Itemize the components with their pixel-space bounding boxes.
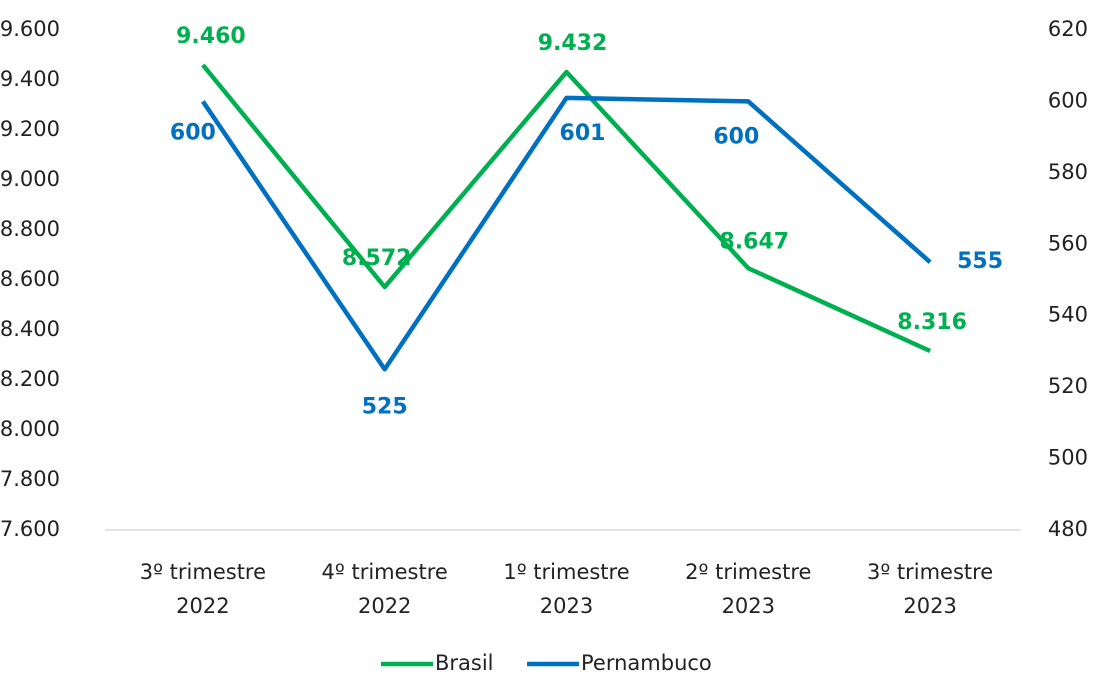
y2-tick-label: 620 <box>1048 17 1088 41</box>
y-tick-label: 9.000 <box>0 167 60 191</box>
line <box>201 63 932 354</box>
y2-tick-label: 600 <box>1048 88 1088 112</box>
data-label: 8.316 <box>897 310 967 335</box>
x-tick-label: 1º trimestre <box>503 560 629 584</box>
y2-tick-label: 540 <box>1048 303 1088 327</box>
x-tick-label: 3º trimestre <box>140 560 266 584</box>
y2-tick-label: 500 <box>1048 446 1088 470</box>
x-tick-label: 2023 <box>903 594 956 618</box>
data-label: 8.647 <box>720 229 790 254</box>
legend-label: Brasil <box>435 651 494 675</box>
y-tick-label: 8.400 <box>0 317 60 341</box>
data-label: 525 <box>362 394 408 419</box>
x-tick-label: 2022 <box>176 594 229 618</box>
x-tick-label: 4º trimestre <box>322 560 448 584</box>
x-tick-label: 2023 <box>540 594 593 618</box>
data-label: 8.572 <box>342 246 412 271</box>
y2-tick-label: 560 <box>1048 231 1088 255</box>
y-tick-label: 8.200 <box>0 367 60 391</box>
y-tick-label: 8.000 <box>0 417 60 441</box>
data-label: 600 <box>170 120 216 145</box>
data-label: 9.460 <box>176 24 246 49</box>
data-label: 601 <box>560 121 606 146</box>
y-tick-label: 7.600 <box>0 517 60 541</box>
line <box>201 95 932 372</box>
legend-label: Pernambuco <box>581 651 712 675</box>
y-tick-label: 8.800 <box>0 217 60 241</box>
data-label: 600 <box>713 124 759 149</box>
y-tick-label: 9.200 <box>0 117 60 141</box>
y2-tick-label: 520 <box>1048 374 1088 398</box>
data-label: 9.432 <box>538 31 608 56</box>
y-tick-label: 7.800 <box>0 467 60 491</box>
x-tick-label: 3º trimestre <box>867 560 993 584</box>
data-label: 555 <box>957 249 1003 274</box>
y2-tick-label: 580 <box>1048 160 1088 184</box>
y-tick-label: 9.400 <box>0 67 60 91</box>
x-tick-label: 2023 <box>722 594 775 618</box>
x-tick-label: 2º trimestre <box>685 560 811 584</box>
x-tick-label: 2022 <box>358 594 411 618</box>
y2-tick-label: 480 <box>1048 517 1088 541</box>
y-tick-label: 8.600 <box>0 267 60 291</box>
y-tick-label: 9.600 <box>0 17 60 41</box>
